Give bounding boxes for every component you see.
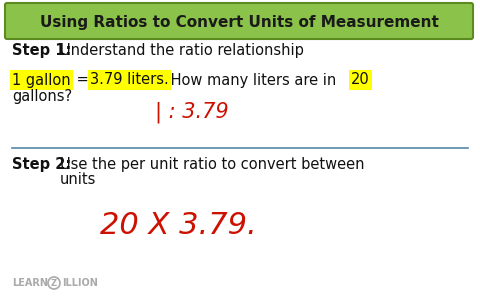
Text: Use the per unit ratio to convert between: Use the per unit ratio to convert betwee… — [60, 157, 364, 172]
Text: 20 X 3.79.: 20 X 3.79. — [100, 211, 257, 239]
Text: LEARN: LEARN — [12, 278, 48, 288]
Text: ILLION: ILLION — [62, 278, 98, 288]
Text: units: units — [60, 172, 96, 187]
Text: How many liters are in: How many liters are in — [166, 73, 341, 88]
Text: 1 gallon: 1 gallon — [12, 73, 71, 88]
Text: Z: Z — [51, 278, 57, 287]
Text: 20: 20 — [351, 73, 370, 88]
Text: Understand the ratio relationship: Understand the ratio relationship — [60, 43, 304, 58]
Text: =: = — [72, 73, 94, 88]
Text: Step 2:: Step 2: — [12, 157, 71, 172]
Text: Step 1:: Step 1: — [12, 43, 72, 58]
FancyBboxPatch shape — [5, 3, 473, 39]
Text: | : 3.79: | : 3.79 — [155, 101, 228, 123]
Text: 3.79 liters.: 3.79 liters. — [90, 73, 169, 88]
Text: gallons?: gallons? — [12, 88, 72, 104]
Text: Using Ratios to Convert Units of Measurement: Using Ratios to Convert Units of Measure… — [39, 14, 438, 29]
